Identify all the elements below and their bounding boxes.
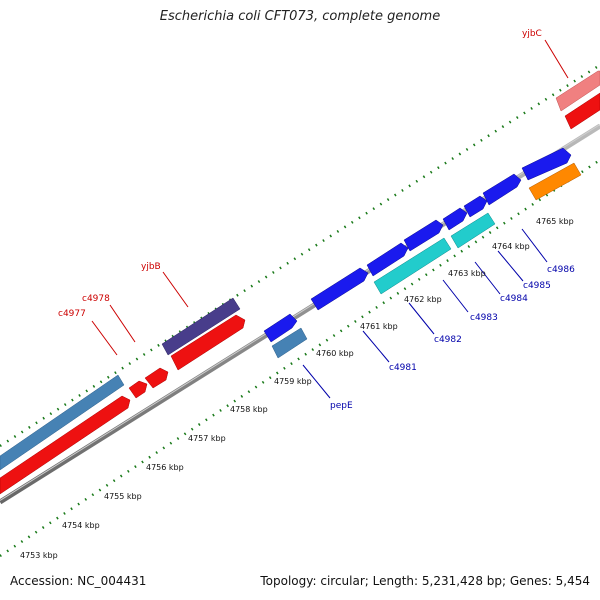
gene-c4977-red — [0, 395, 131, 495]
leader-c4981 — [362, 330, 390, 363]
gene-c4984 — [463, 195, 488, 218]
inner-tick-track — [0, 158, 600, 558]
outer-tick-track — [0, 63, 600, 448]
gene-label-c4985: c4985 — [523, 281, 551, 291]
leader-yjbB — [162, 271, 189, 308]
map-title: Escherichia coli CFT073, complete genome — [159, 9, 441, 24]
kbp-label: 4760 kbp — [316, 349, 354, 358]
gene-label-c4978: c4978 — [82, 294, 110, 304]
gene-small-red — [144, 367, 169, 389]
leader-pepE — [302, 364, 331, 399]
kbp-label: 4762 kbp — [404, 295, 442, 304]
gene-pepE-blue — [263, 313, 298, 343]
gene-label-c4981: c4981 — [389, 363, 417, 373]
gene-c4985 — [482, 173, 522, 206]
gene-yjbB-slate — [161, 297, 241, 356]
leader-c4983 — [442, 279, 469, 313]
gene-label-c4986: c4986 — [547, 265, 575, 275]
gene-c4982-a — [366, 242, 409, 277]
leader-c4986 — [521, 228, 548, 263]
kbp-label: 4755 kbp — [104, 492, 142, 501]
gene-c4983 — [442, 207, 468, 231]
kbp-label: 4765 kbp — [536, 217, 574, 226]
kbp-label: 4759 kbp — [274, 377, 312, 386]
leader-c4978 — [109, 304, 136, 343]
gene-label-c4977: c4977 — [58, 309, 86, 319]
gene-c4977-steelblue — [0, 374, 125, 471]
gene-label-c4982: c4982 — [434, 335, 462, 345]
kbp-label: 4764 kbp — [492, 242, 530, 251]
gene-orange — [528, 162, 582, 201]
genome-summary-text: Topology: circular; Length: 5,231,428 bp… — [260, 574, 590, 588]
gene-yjbC-pink — [555, 70, 600, 112]
leader-c4984 — [474, 261, 501, 295]
kbp-label: 4756 kbp — [146, 463, 184, 472]
kbp-label: 4753 kbp — [20, 551, 58, 560]
gene-c4982-cyan — [373, 237, 452, 295]
gene-label-yjbC: yjbC — [522, 29, 542, 39]
leader-yjbC — [544, 39, 569, 79]
leader-c4982 — [408, 302, 435, 335]
gene-c4978 — [128, 380, 148, 399]
leader-c4985 — [497, 250, 524, 282]
gene-label-yjbB: yjbB — [141, 262, 161, 272]
gene-c4981 — [310, 267, 369, 311]
gene-label-c4984: c4984 — [500, 294, 528, 304]
gene-yjbC-red — [564, 92, 600, 130]
gene-yjbB-red — [170, 314, 246, 371]
kbp-label: 4763 kbp — [448, 269, 486, 278]
kbp-label: 4758 kbp — [230, 405, 268, 414]
kbp-label: 4761 kbp — [360, 322, 398, 331]
accession-text: Accession: NC_004431 — [10, 574, 147, 588]
kbp-label: 4757 kbp — [188, 434, 226, 443]
gene-c4983-cyan — [450, 212, 496, 249]
gene-label-pepE: pepE — [330, 401, 353, 411]
leader-c4977 — [91, 320, 118, 356]
gene-c4986 — [521, 147, 572, 181]
gene-pepE-steelblue — [271, 327, 308, 359]
kbp-label: 4754 kbp — [62, 521, 100, 530]
gene-label-c4983: c4983 — [470, 313, 498, 323]
gene-c4982-b — [403, 219, 444, 252]
